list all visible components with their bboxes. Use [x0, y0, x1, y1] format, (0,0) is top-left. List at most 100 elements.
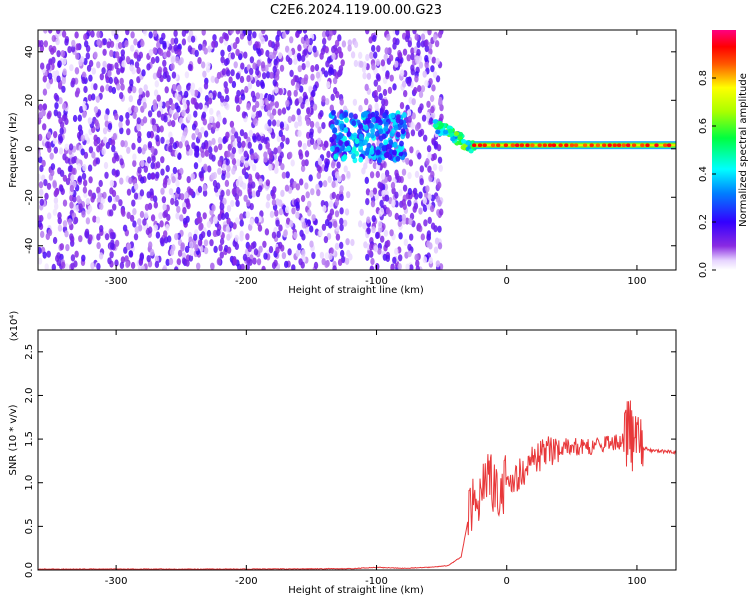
heatmap-cell [195, 102, 200, 110]
heatmap-cell [39, 40, 44, 48]
heatmap-cell [458, 131, 464, 137]
spectrogram-x-axis-label: Height of straight line (km) [288, 285, 424, 296]
heatmap-cell [65, 244, 70, 252]
heatmap-cell [201, 30, 206, 36]
heatmap-cell [257, 185, 263, 193]
heatmap-cell [84, 133, 89, 141]
heatmap-cell [175, 179, 180, 188]
heatmap-cell [82, 186, 88, 194]
heatmap-cell [231, 127, 236, 135]
heatmap-cell [38, 173, 41, 181]
heatmap-cell [381, 189, 386, 197]
heatmap-cell [366, 72, 372, 80]
heatmap-cell [358, 51, 363, 60]
heatmap-cell [83, 179, 88, 187]
heatmap-cell [226, 164, 231, 172]
heatmap-cell [197, 132, 202, 140]
heatmap-cell [176, 205, 181, 213]
heatmap-cell [307, 209, 312, 217]
heatmap-cell [219, 203, 225, 211]
heatmap-cell [83, 151, 89, 159]
heatmap-cell [419, 165, 424, 173]
heatmap-cell [222, 197, 227, 205]
heatmap-cell [67, 218, 73, 226]
snr-x-tick-label: -300 [105, 576, 128, 587]
heatmap-cell [297, 129, 302, 138]
heatmap-cell [259, 79, 265, 87]
colorbar: 0.0 0.2 0.4 0.6 0.8 Normalized spectral ampl… [698, 30, 749, 278]
heatmap-cell [81, 172, 87, 180]
heatmap-cell [275, 40, 280, 48]
heatmap-cell [220, 56, 225, 64]
heatmap-cell [85, 217, 91, 225]
heatmap-cell [395, 38, 400, 46]
heatmap-cell [347, 44, 352, 52]
heatmap-cell [519, 143, 525, 147]
heatmap-cell [122, 224, 128, 232]
heatmap-cell [274, 73, 280, 81]
heatmap-cell [416, 48, 421, 57]
heatmap-cell [430, 106, 435, 114]
heatmap-cell [410, 64, 415, 72]
colorbar-ticks: 0.0 0.2 0.4 0.6 0.8 [698, 70, 716, 278]
heatmap-cell [321, 30, 327, 38]
heatmap-cell [537, 143, 542, 147]
heatmap-cell [234, 234, 239, 242]
heatmap-cell [61, 102, 67, 110]
heatmap-cell [54, 102, 59, 110]
heatmap-cell [358, 140, 364, 147]
heatmap-cell [107, 70, 112, 78]
heatmap-cell [187, 45, 193, 53]
heatmap-cell [439, 113, 444, 121]
heatmap-cell [72, 195, 77, 203]
heatmap-cell [232, 140, 237, 148]
heatmap-cell [297, 114, 302, 122]
heatmap-cell [203, 247, 209, 255]
heatmap-cell [274, 166, 279, 174]
heatmap-cell [316, 171, 322, 179]
heatmap-cell [108, 85, 113, 93]
heatmap-cell [409, 233, 414, 241]
heatmap-cell [211, 40, 216, 48]
heatmap-cell [417, 85, 422, 93]
heatmap-cell [301, 221, 307, 229]
heatmap-cell [133, 38, 138, 46]
heatmap-cell [405, 263, 410, 270]
heatmap-cell [339, 224, 344, 232]
heatmap-cell [392, 142, 398, 148]
heatmap-cell [240, 93, 246, 101]
heatmap-cell [232, 258, 238, 266]
heatmap-cell [328, 221, 333, 229]
heatmap-cell [38, 181, 44, 189]
heatmap-cell [256, 59, 261, 67]
heatmap-cell [268, 152, 274, 160]
heatmap-cell [271, 231, 277, 239]
heatmap-cell [70, 235, 75, 243]
heatmap-cell [420, 233, 425, 241]
heatmap-cell [406, 54, 411, 62]
heatmap-cell [301, 233, 306, 241]
heatmap-cell [141, 265, 146, 270]
heatmap-cell [358, 156, 364, 163]
heatmap-cell [427, 193, 432, 201]
heatmap-cell [415, 259, 420, 267]
heatmap-cell [376, 85, 382, 93]
heatmap-cell [208, 115, 214, 124]
heatmap-cell [43, 179, 48, 187]
heatmap-cell [152, 47, 157, 55]
heatmap-cell [297, 65, 302, 73]
heatmap-cell [177, 43, 182, 51]
heatmap-cell [377, 221, 383, 229]
heatmap-cell [400, 128, 406, 135]
heatmap-cell [191, 142, 196, 150]
heatmap-cell [104, 113, 109, 121]
heatmap-cell [399, 140, 404, 147]
heatmap-cell [427, 30, 432, 36]
heatmap-cell [85, 52, 91, 60]
heatmap-cell [365, 53, 370, 62]
heatmap-cell [238, 147, 243, 155]
heatmap-cell [59, 253, 64, 261]
heatmap-cell [333, 87, 338, 95]
heatmap-cell [156, 110, 162, 118]
